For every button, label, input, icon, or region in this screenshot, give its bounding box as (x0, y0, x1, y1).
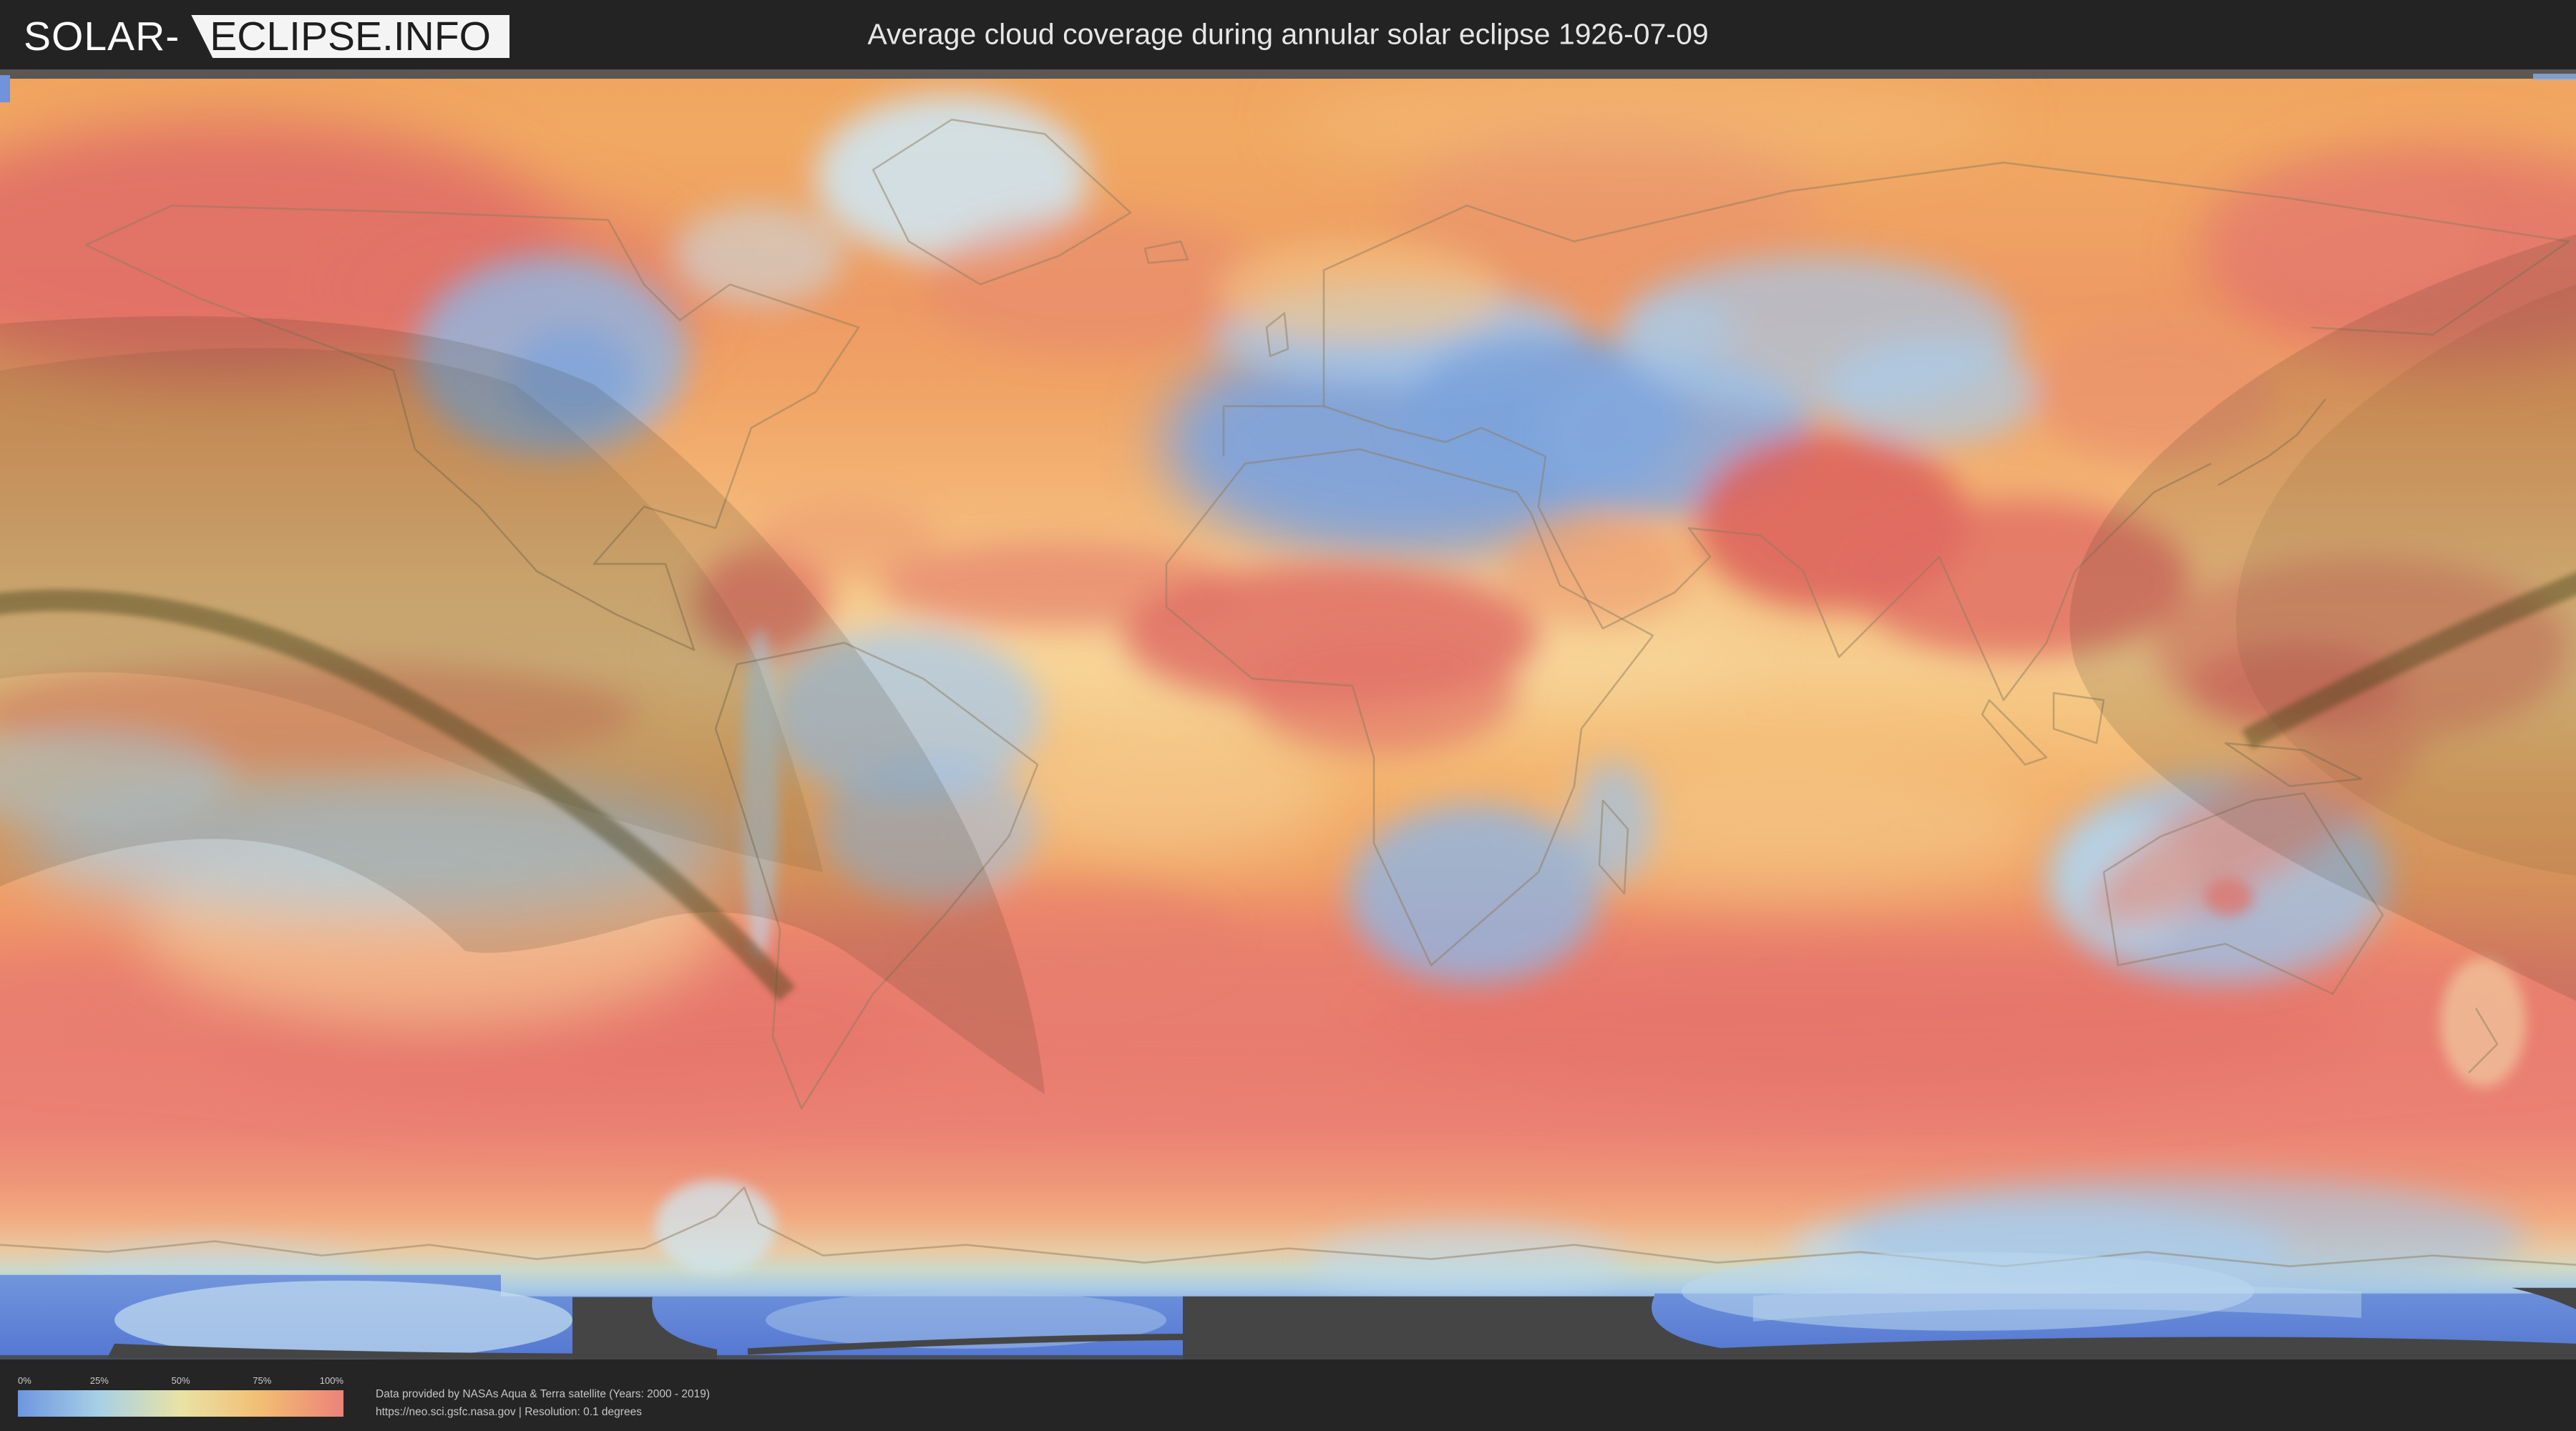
cloud-coverage-map (0, 69, 2576, 1359)
site-logo[interactable]: SOLAR- ECLIPSE.INFO (24, 14, 509, 59)
logo-text-solar: SOLAR- (24, 14, 180, 59)
legend-tick-0: 0% (18, 1375, 31, 1386)
world-map-svg (0, 69, 2576, 1359)
header-bar: SOLAR- ECLIPSE.INFO Average cloud covera… (0, 0, 2576, 69)
legend-gradient-bar (18, 1390, 343, 1417)
continent-outlines (0, 118, 2576, 1268)
eclipse-shadow-overlay (0, 234, 2576, 1095)
legend-tick-labels: 0% 25% 50% 75% 100% (18, 1374, 343, 1388)
cloud-blobs-small (655, 628, 2526, 1274)
arctic-night-bar (0, 69, 2576, 103)
antarctic-ice-arcs (114, 1251, 2361, 1359)
attribution-line-1: Data provided by NASAs Aqua & Terra sate… (376, 1388, 710, 1400)
cloud-blobs-large (0, 69, 2576, 1102)
data-attribution: Data provided by NASAs Aqua & Terra sate… (376, 1385, 710, 1421)
cloud-coverage-legend: 0% 25% 50% 75% 100% (18, 1374, 343, 1417)
logo-text-eclipse-info: ECLIPSE.INFO (191, 15, 509, 58)
page-title: Average cloud coverage during annular so… (867, 17, 1709, 51)
antarctica-night-shadow (0, 1287, 2576, 1359)
legend-tick-100: 100% (319, 1375, 343, 1386)
attribution-line-2: https://neo.sci.gsfc.nasa.gov | Resoluti… (376, 1406, 642, 1418)
cloud-blobs-medium (0, 94, 2569, 1317)
legend-tick-25: 25% (89, 1375, 109, 1386)
eclipse-path-line (0, 572, 2576, 1002)
legend-tick-50: 50% (171, 1375, 190, 1386)
legend-tick-75: 75% (253, 1375, 272, 1386)
